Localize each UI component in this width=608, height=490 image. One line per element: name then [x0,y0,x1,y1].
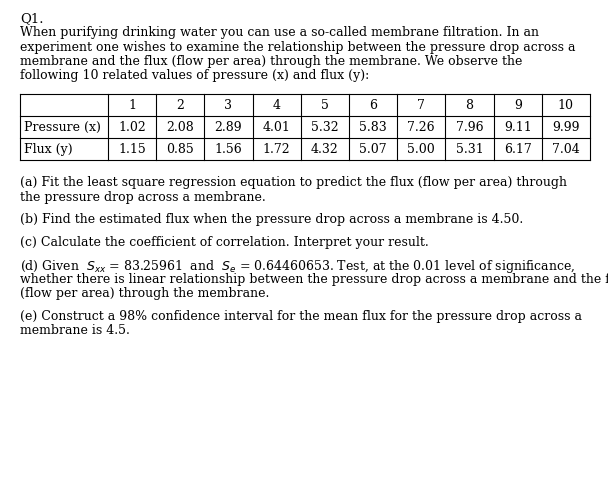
Text: 2.08: 2.08 [167,121,194,133]
Text: 6: 6 [369,98,377,112]
Text: 5: 5 [321,98,329,112]
Text: 5.32: 5.32 [311,121,339,133]
Text: 6.17: 6.17 [504,143,531,155]
Text: 2.89: 2.89 [215,121,243,133]
Text: experiment one wishes to examine the relationship between the pressure drop acro: experiment one wishes to examine the rel… [20,41,576,53]
Text: 5.31: 5.31 [455,143,483,155]
Text: 7.26: 7.26 [407,121,435,133]
Text: (d) Given  $S_{xx}$ = 83.25961  and  $S_{e}$ = 0.64460653. Test, at the 0.01 lev: (d) Given $S_{xx}$ = 83.25961 and $S_{e}… [20,258,575,275]
Text: 0.85: 0.85 [167,143,194,155]
Text: the pressure drop across a membrane.: the pressure drop across a membrane. [20,191,266,203]
Text: 10: 10 [558,98,574,112]
Text: 4: 4 [273,98,281,112]
Text: 4.32: 4.32 [311,143,339,155]
Text: 5.00: 5.00 [407,143,435,155]
Text: (e) Construct a 98% confidence interval for the mean flux for the pressure drop : (e) Construct a 98% confidence interval … [20,310,582,322]
Text: 7.04: 7.04 [552,143,580,155]
Text: 1.72: 1.72 [263,143,291,155]
Text: 1.15: 1.15 [118,143,146,155]
Text: (b) Find the estimated flux when the pressure drop across a membrane is 4.50.: (b) Find the estimated flux when the pre… [20,213,523,226]
Text: 1.02: 1.02 [118,121,146,133]
Text: 7: 7 [417,98,425,112]
Text: Pressure (x): Pressure (x) [24,121,101,133]
Text: membrane and the flux (flow per area) through the membrane. We observe the: membrane and the flux (flow per area) th… [20,55,522,68]
Text: Flux (y): Flux (y) [24,143,72,155]
Text: whether there is linear relationship between the pressure drop across a membrane: whether there is linear relationship bet… [20,272,608,286]
Text: 1.56: 1.56 [215,143,243,155]
Text: following 10 related values of pressure (x) and flux (y):: following 10 related values of pressure … [20,70,369,82]
Text: Q1.: Q1. [20,12,44,25]
Text: (c) Calculate the coefficient of correlation. Interpret your result.: (c) Calculate the coefficient of correla… [20,236,429,248]
Text: 7.96: 7.96 [455,121,483,133]
Text: membrane is 4.5.: membrane is 4.5. [20,324,130,337]
Text: 1: 1 [128,98,136,112]
Text: When purifying drinking water you can use a so-called membrane filtration. In an: When purifying drinking water you can us… [20,26,539,39]
Text: 2: 2 [176,98,184,112]
Text: 4.01: 4.01 [263,121,291,133]
Text: (a) Fit the least square regression equation to predict the flux (flow per area): (a) Fit the least square regression equa… [20,176,567,189]
Text: (flow per area) through the membrane.: (flow per area) through the membrane. [20,287,269,300]
Text: 8: 8 [466,98,474,112]
Text: 3: 3 [224,98,232,112]
Text: 5.83: 5.83 [359,121,387,133]
Text: 9.99: 9.99 [552,121,579,133]
Text: 5.07: 5.07 [359,143,387,155]
Text: 9: 9 [514,98,522,112]
Text: 9.11: 9.11 [504,121,531,133]
